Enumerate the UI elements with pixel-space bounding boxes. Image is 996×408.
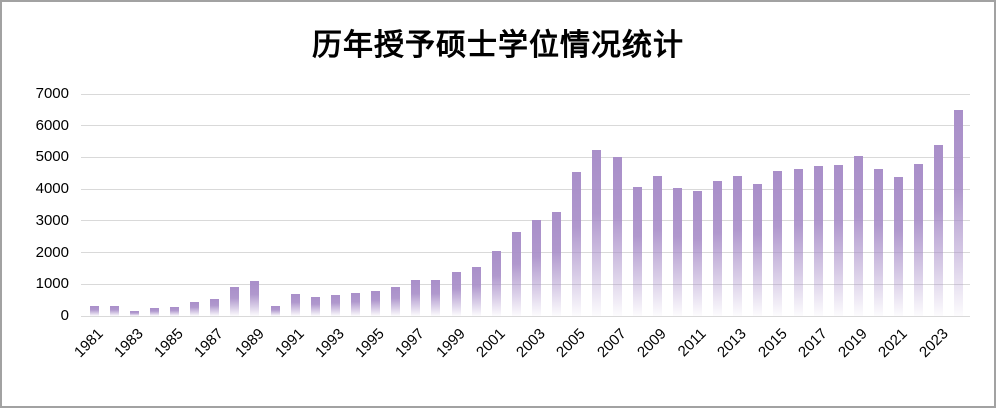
bar-1998 (431, 279, 441, 316)
bar-2015 (773, 170, 783, 316)
bar-1999 (451, 272, 461, 316)
bar-2002 (511, 231, 521, 316)
bar-2022 (914, 164, 924, 316)
bar-1986 (190, 302, 200, 316)
bar-2020 (874, 169, 884, 316)
bar-1989 (250, 281, 260, 316)
bar-1997 (411, 280, 421, 316)
x-axis-tick-label: 1983 (110, 325, 147, 361)
bar-1992 (310, 297, 320, 316)
x-axis-tick-label: 2021 (875, 325, 911, 361)
gridline-6000 (81, 125, 970, 127)
x-axis-tick-label: 2003 (513, 325, 549, 361)
bar-2006 (592, 149, 602, 316)
y-axis-tick-label: 0 (60, 307, 69, 324)
bar-2017 (813, 166, 823, 316)
y-axis-tick-label: 5000 (35, 148, 69, 166)
bar-2011 (692, 191, 702, 316)
bar-2012 (713, 180, 723, 316)
bar-1984 (149, 307, 159, 316)
bar-1991 (290, 293, 300, 316)
bar-2024 (954, 109, 964, 316)
x-axis-tick-label: 1991 (271, 325, 308, 361)
x-axis-tick-label: 2023 (915, 325, 952, 361)
x-axis-tick-label: 1981 (70, 325, 107, 361)
bar-2003 (532, 219, 542, 316)
bar-2016 (793, 168, 803, 316)
gridline-5000 (81, 156, 970, 158)
y-axis-tick-label: 6000 (35, 116, 69, 134)
gridline-1000 (81, 283, 970, 285)
bar-2008 (632, 186, 642, 316)
bar-1983 (129, 311, 139, 316)
gridline-4000 (81, 188, 970, 190)
gridline-2000 (81, 252, 970, 254)
bar-1995 (371, 290, 381, 316)
bar-1996 (391, 287, 401, 316)
chart-title: 历年授予硕士学位情况统计 (312, 29, 684, 62)
x-axis-tick-label: 1987 (191, 325, 228, 361)
bar-2019 (853, 156, 863, 316)
x-axis-tick-label: 1995 (352, 325, 388, 361)
x-axis-tick-label: 2019 (835, 325, 871, 361)
x-axis-tick-label: 1999 (432, 325, 469, 361)
y-axis-tick-label: 7000 (35, 85, 69, 102)
bar-2023 (934, 145, 944, 316)
x-axis-tick-label: 1989 (231, 325, 268, 361)
bar-1987 (210, 298, 220, 316)
bar-1994 (351, 293, 360, 316)
bar-2010 (672, 187, 682, 316)
y-axis-tick-label: 2000 (35, 243, 69, 261)
bar-1981 (89, 305, 99, 316)
x-axis-tick-label: 1985 (151, 325, 187, 361)
bar-2013 (733, 175, 743, 316)
x-axis-tick-label: 2001 (473, 325, 509, 361)
bar-2001 (491, 251, 501, 316)
bar-1990 (270, 305, 280, 316)
bar-1988 (230, 286, 240, 316)
x-axis-tick-label: 2013 (714, 325, 751, 361)
gridline-3000 (81, 220, 970, 222)
bar-2009 (652, 176, 662, 316)
bar-2005 (572, 171, 582, 316)
bar-1985 (169, 306, 179, 316)
bar-2000 (471, 266, 481, 316)
x-axis-tick-label: 2009 (633, 325, 670, 361)
bar-2021 (894, 177, 904, 316)
y-axis-tick-label: 1000 (35, 275, 69, 293)
x-axis-tick-label: 2017 (794, 325, 831, 361)
y-axis-tick-label: 3000 (35, 211, 69, 229)
x-axis-tick-label: 2007 (593, 325, 630, 361)
bar-2007 (612, 157, 622, 316)
bar-1993 (330, 295, 340, 316)
bar-2018 (833, 165, 843, 316)
x-axis-tick-label: 1993 (312, 325, 348, 361)
x-axis-tick-label: 2015 (754, 325, 791, 361)
x-axis-tick-label: 1997 (392, 325, 429, 361)
gridline-7000 (81, 93, 970, 95)
gridline-0 (81, 315, 970, 317)
y-axis-tick-label: 4000 (35, 180, 69, 198)
bar-1982 (109, 305, 119, 316)
bar-2004 (552, 211, 562, 316)
bar-2014 (753, 184, 763, 316)
x-axis-tick-label: 2005 (553, 325, 590, 361)
x-axis-tick-label: 2011 (674, 325, 710, 361)
